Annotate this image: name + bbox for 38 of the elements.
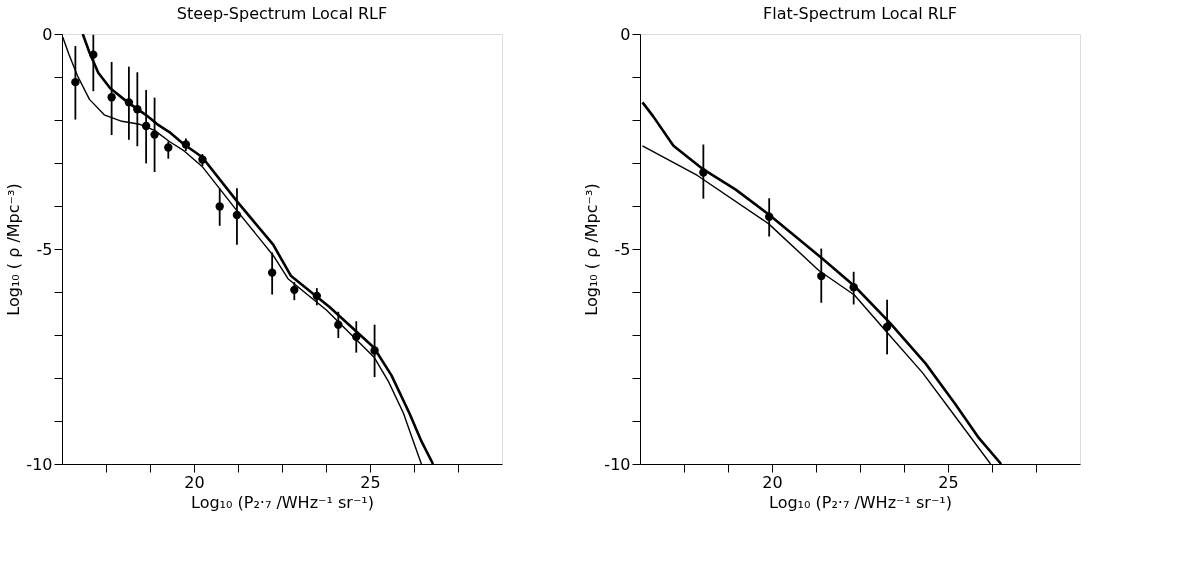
point — [849, 283, 858, 292]
point — [882, 322, 892, 331]
point — [164, 143, 173, 152]
x-tick-label: 25 — [938, 472, 959, 492]
point — [817, 271, 826, 281]
y-axis-title: Log₁₀ ( ρ /Mpc⁻³) — [4, 183, 24, 316]
point — [150, 130, 159, 139]
y-tick-label: -5 — [36, 239, 53, 259]
y-tick-label: -5 — [614, 239, 631, 259]
point — [89, 50, 98, 59]
point — [370, 346, 379, 355]
x-tick-label: 20 — [184, 472, 205, 492]
y-tick-label: -10 — [26, 454, 53, 474]
y-tick-label: -10 — [604, 454, 631, 474]
point — [352, 332, 361, 341]
point — [290, 285, 299, 295]
point — [71, 77, 80, 87]
point — [312, 291, 322, 301]
x-tick-label: 25 — [360, 472, 381, 492]
y-tick-label: 0 — [42, 24, 53, 44]
y-axis-title: Log₁₀ ( ρ /Mpc⁻³) — [582, 183, 602, 316]
chart-title: Flat-Spectrum Local RLF — [763, 4, 957, 23]
point — [215, 202, 224, 211]
point — [107, 93, 116, 102]
x-axis-title: Log₁₀ (P₂·₇ /WHz⁻¹ sr⁻¹) — [191, 492, 374, 512]
point — [334, 320, 343, 329]
point — [124, 98, 134, 107]
point — [267, 268, 277, 277]
chart-title: Steep-Spectrum Local RLF — [176, 4, 388, 23]
point — [133, 105, 142, 114]
point — [141, 121, 151, 131]
point — [699, 168, 708, 177]
x-axis-title: Log₁₀ (P₂·₇ /WHz⁻¹ sr⁻¹) — [769, 492, 952, 512]
point — [765, 212, 774, 221]
y-tick-label: 0 — [620, 24, 631, 44]
point — [232, 210, 242, 220]
point — [181, 140, 191, 149]
x-tick-label: 20 — [762, 472, 783, 492]
